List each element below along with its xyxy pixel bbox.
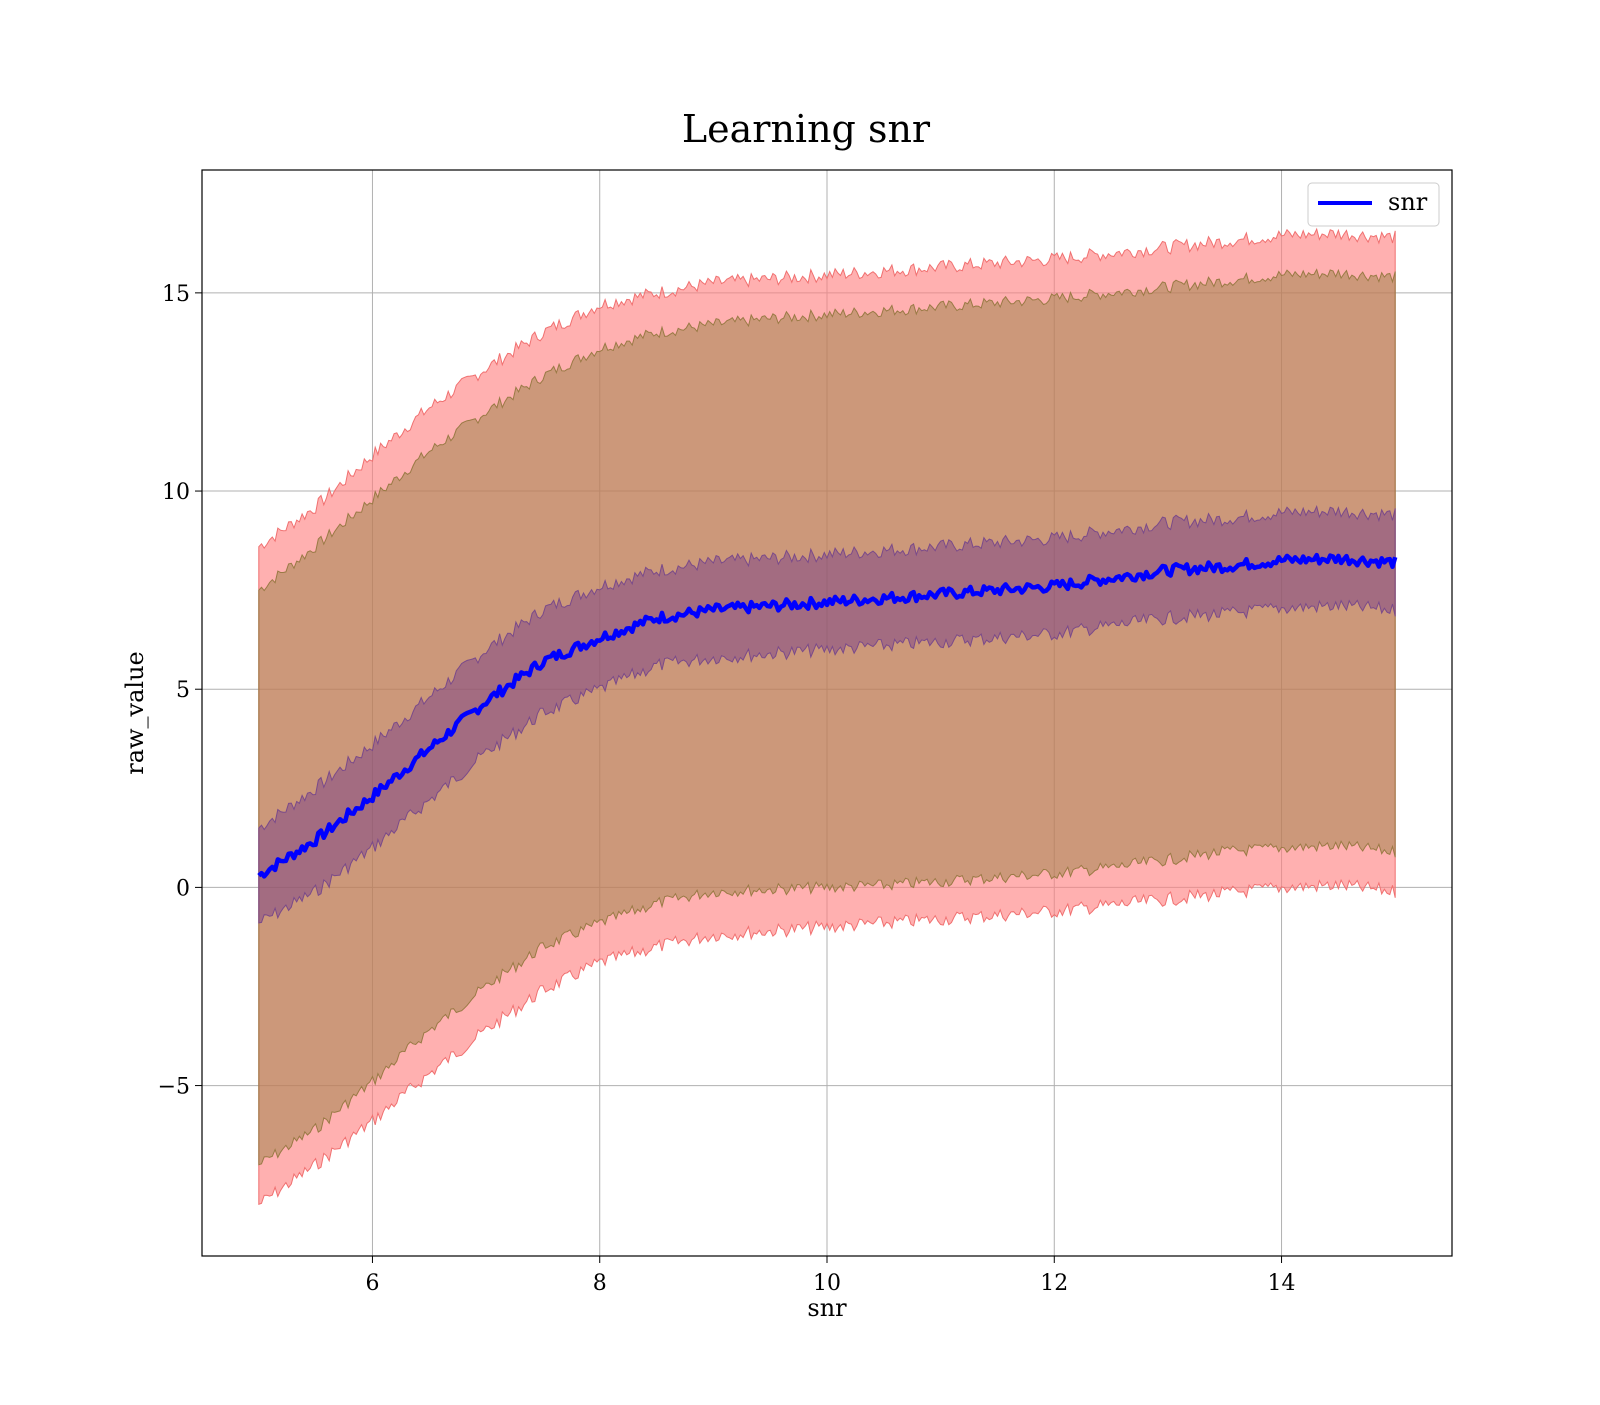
y-tick-label: −5: [158, 1075, 190, 1100]
bands-layer: [258, 227, 1396, 1205]
outer-band-area: [258, 227, 1396, 1205]
x-tick-label: 14: [1268, 1271, 1296, 1296]
x-axis-label: snr: [807, 1294, 847, 1322]
y-tick-label: 15: [162, 282, 190, 307]
y-tick-label: 0: [176, 876, 190, 901]
ticks-layer: 6 8 10 12 14 −5 0 5 10 15: [158, 282, 1296, 1296]
legend-box: [1307, 182, 1440, 227]
legend: snr: [1307, 182, 1440, 227]
legend-label-snr: snr: [1388, 188, 1428, 216]
middle-band-area: [258, 268, 1396, 1166]
series-line-snr: [257, 552, 1398, 879]
inner-band-area: [258, 505, 1396, 924]
line-layer: [257, 552, 1398, 879]
y-tick-label: 10: [162, 480, 190, 505]
y-tick-label: 5: [176, 678, 190, 703]
x-tick-label: 10: [813, 1271, 841, 1296]
chart-title: Learning snr: [682, 107, 931, 151]
x-tick-label: 12: [1040, 1271, 1068, 1296]
x-tick-label: 6: [365, 1271, 379, 1296]
y-axis-label: raw_value: [121, 651, 149, 775]
x-tick-label: 8: [593, 1271, 607, 1296]
